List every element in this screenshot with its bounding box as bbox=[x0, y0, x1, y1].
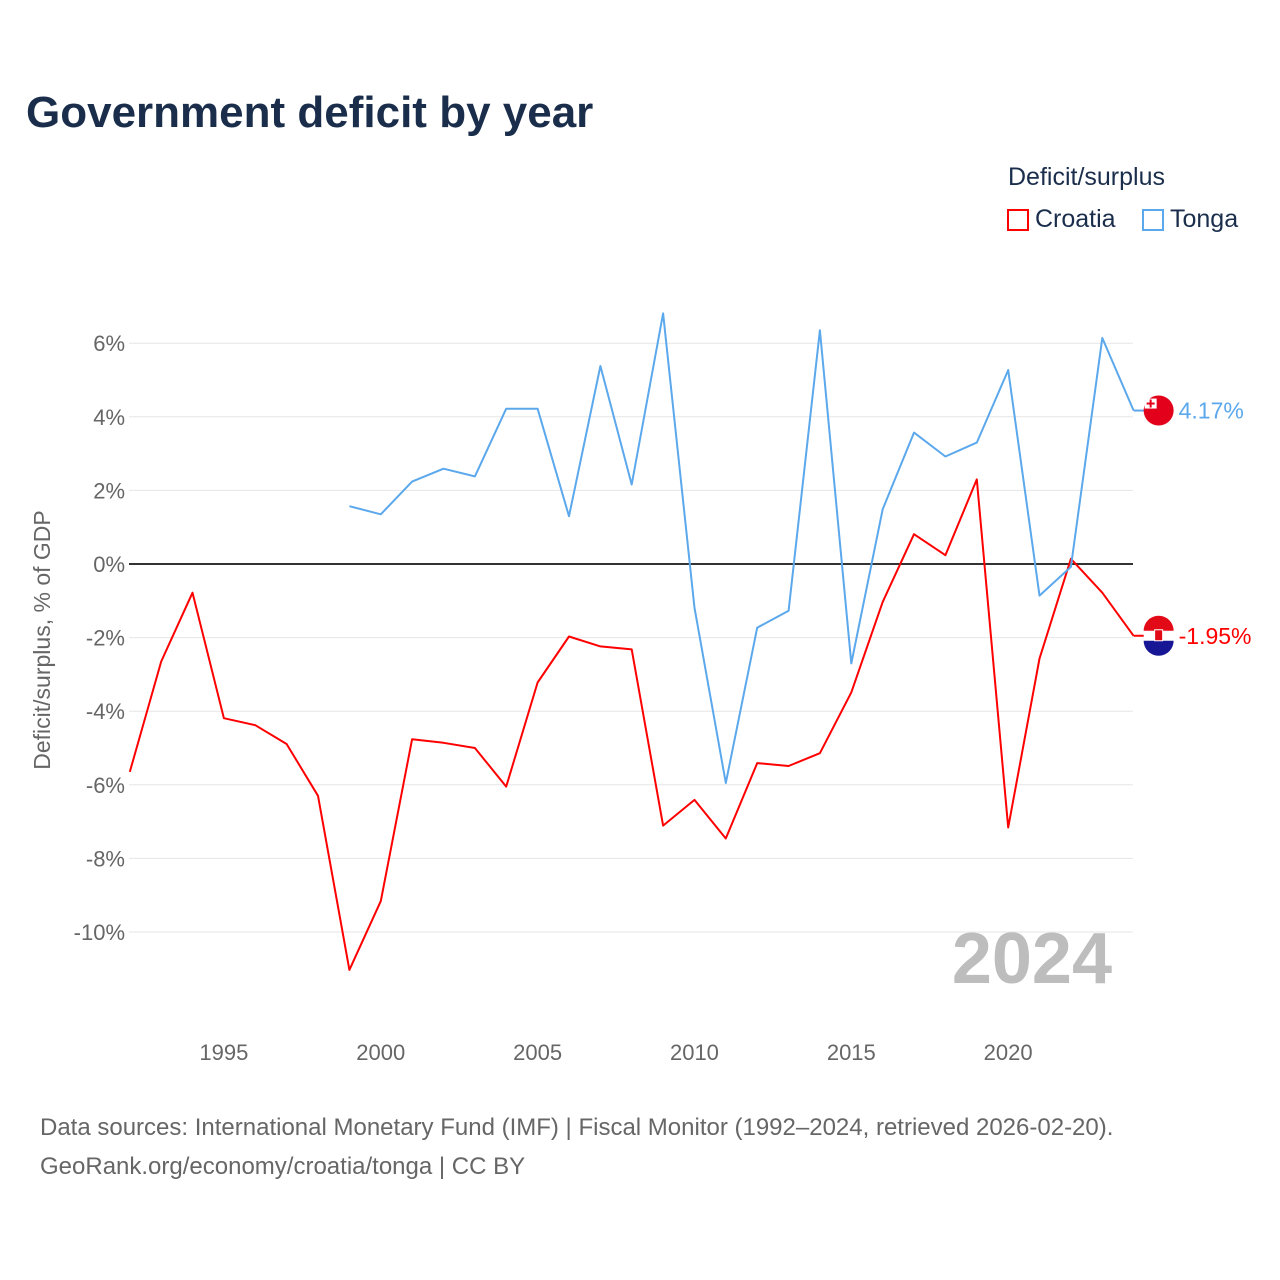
x-tick-label: 2020 bbox=[984, 1040, 1033, 1065]
x-tick-label: 2015 bbox=[827, 1040, 876, 1065]
year-watermark: 2024 bbox=[952, 919, 1112, 999]
chart-title: Government deficit by year bbox=[26, 88, 594, 137]
end-value-label: -1.95% bbox=[1179, 623, 1252, 649]
end-value-label: 4.17% bbox=[1179, 398, 1244, 424]
y-tick-label: 2% bbox=[93, 478, 125, 503]
flag-stripe-red bbox=[1143, 615, 1174, 631]
y-tick-label: 0% bbox=[93, 552, 125, 577]
x-tick-label: 1995 bbox=[199, 1040, 248, 1065]
y-tick-label: -10% bbox=[74, 920, 125, 945]
legend-item-tonga[interactable]: Tonga bbox=[1142, 205, 1238, 234]
x-tick-label: 2005 bbox=[513, 1040, 562, 1065]
legend-swatch bbox=[1007, 208, 1029, 231]
source-link[interactable]: GeoRank.org/economy/croatia/tonga | CC B… bbox=[40, 1153, 526, 1180]
y-tick-label: 6% bbox=[93, 331, 125, 356]
y-axis-label: Deficit/surplus, % of GDP bbox=[29, 510, 55, 769]
y-tick-label: -8% bbox=[86, 846, 125, 871]
legend-item-croatia[interactable]: Croatia bbox=[1007, 205, 1116, 234]
flag-stripe-blue bbox=[1143, 640, 1174, 656]
legend-label: Tonga bbox=[1170, 205, 1239, 233]
legend-title: Deficit/surplus bbox=[1008, 163, 1165, 191]
series-line-croatia bbox=[128, 478, 1135, 971]
y-tick-label: -4% bbox=[86, 699, 125, 724]
flag-cross bbox=[1146, 402, 1155, 405]
flag-coat-of-arms bbox=[1154, 629, 1164, 642]
y-tick-label: -2% bbox=[86, 626, 125, 651]
legend-label: Croatia bbox=[1035, 205, 1116, 233]
sources: Data sources: International Monetary Fun… bbox=[40, 1108, 1113, 1186]
series-line-tonga bbox=[349, 312, 1135, 784]
x-tick-label: 2010 bbox=[670, 1040, 719, 1065]
y-tick-label: 4% bbox=[93, 405, 125, 430]
y-tick-label: -6% bbox=[86, 773, 125, 798]
legend-swatch bbox=[1142, 208, 1164, 231]
x-tick-label: 2000 bbox=[356, 1040, 405, 1065]
source-line: Data sources: International Monetary Fun… bbox=[40, 1114, 1114, 1141]
